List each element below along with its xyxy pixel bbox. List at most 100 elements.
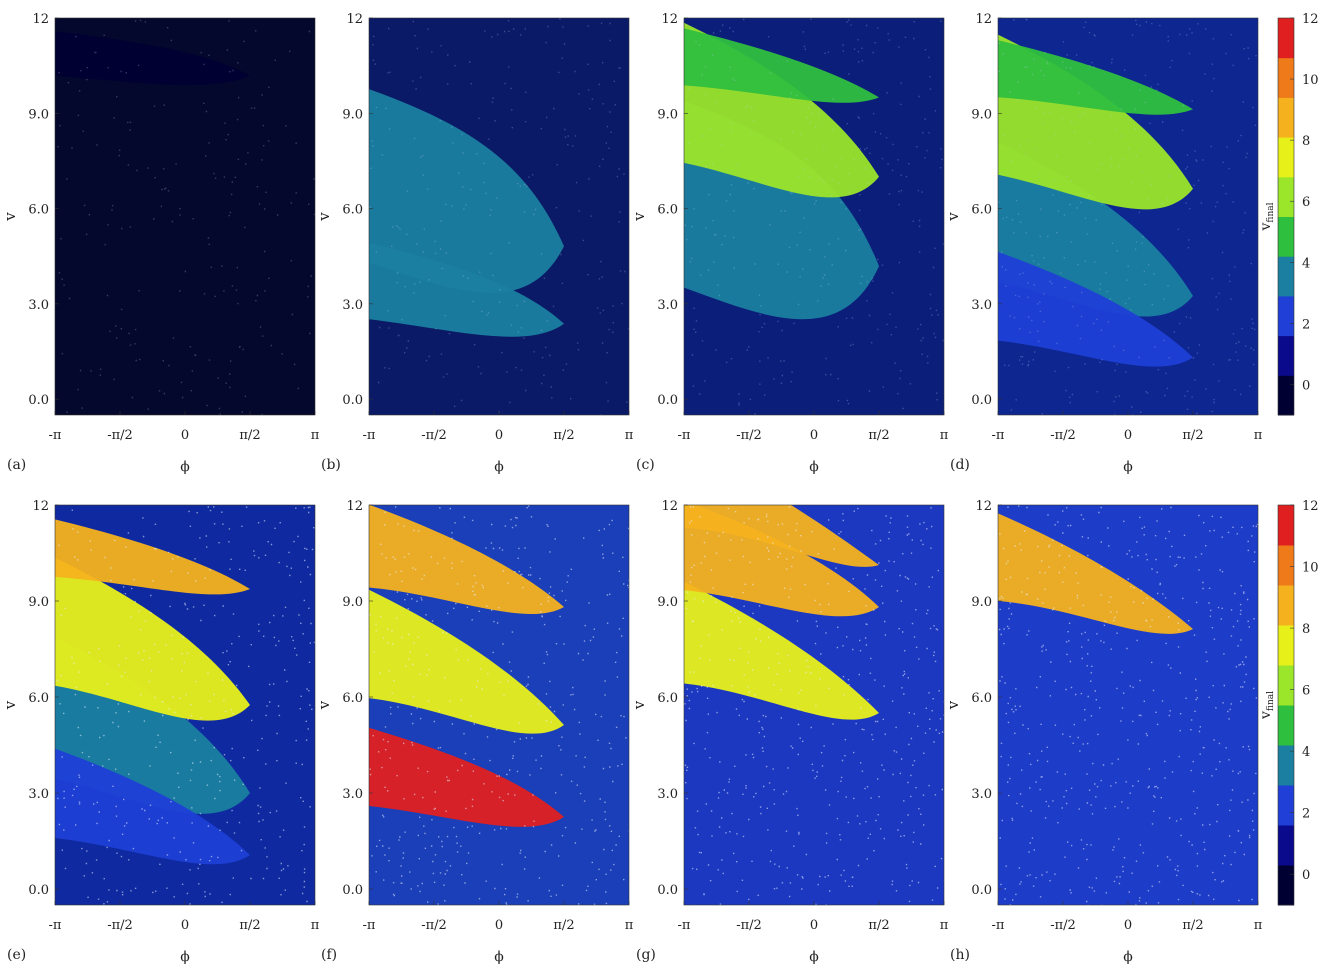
y-axis-label: v — [630, 212, 648, 222]
colorbar-segment — [1278, 665, 1294, 706]
x-axis-label: ϕ — [494, 949, 504, 965]
colorbar-label: vfinal — [1258, 691, 1276, 720]
y-tick-label: 3.0 — [657, 298, 678, 313]
x-tick-label: π — [1254, 918, 1263, 933]
panel-speckle — [998, 18, 1257, 415]
panel-band — [998, 40, 1193, 115]
x-tick-label: π — [940, 918, 949, 933]
x-tick-label: -π — [678, 918, 691, 933]
y-tick-label: 12 — [346, 12, 363, 27]
x-tick-label: -π — [49, 918, 62, 933]
x-tick-label: -π — [363, 918, 376, 933]
panel-label: (f) — [321, 947, 337, 963]
y-axis-label: v — [315, 212, 333, 222]
y-tick-label: 9.0 — [28, 107, 49, 122]
x-tick-label: 0 — [495, 428, 503, 443]
y-tick-label: 9.0 — [342, 107, 363, 122]
x-axis-label: ϕ — [809, 949, 819, 965]
x-tick-label: π/2 — [553, 428, 574, 443]
colorbar-tick-label: 0 — [1302, 378, 1310, 393]
y-tick-label: 9.0 — [971, 595, 992, 610]
colorbar-frame — [1277, 17, 1295, 416]
y-tick-label: 9.0 — [342, 595, 363, 610]
colorbar-label: vfinal — [1258, 202, 1276, 231]
colorbar-tick-label: 6 — [1302, 684, 1310, 699]
x-tick-label: -π/2 — [736, 428, 762, 443]
y-tick-label: 9.0 — [657, 595, 678, 610]
colorbar-tick-label: 6 — [1302, 195, 1310, 210]
colorbar-segment — [1278, 785, 1294, 826]
y-tick-label: 0.0 — [342, 883, 363, 898]
panel-band — [55, 748, 250, 865]
colorbar-frame — [1277, 504, 1295, 906]
y-tick-label: 0.0 — [971, 883, 992, 898]
panel-band — [369, 242, 564, 337]
panel-band — [55, 31, 250, 85]
x-tick-label: 0 — [181, 428, 189, 443]
x-tick-label: π — [311, 918, 320, 933]
y-tick-label: 6.0 — [342, 691, 363, 706]
y-tick-label: 0.0 — [657, 393, 678, 408]
y-tick-label: 3.0 — [28, 787, 49, 802]
x-tick-label: -π — [678, 428, 691, 443]
y-axis-label: v — [315, 700, 333, 710]
x-tick-label: π — [311, 428, 320, 443]
colorbar-segment — [1278, 865, 1294, 906]
y-tick-label: 6.0 — [342, 203, 363, 218]
x-tick-label: -π/2 — [1050, 428, 1076, 443]
x-tick-label: -π — [49, 428, 62, 443]
x-tick-label: π — [1254, 428, 1263, 443]
colorbar-tick-label: 4 — [1302, 745, 1310, 760]
panel-band — [55, 519, 250, 595]
colorbar-tick-label: 8 — [1302, 134, 1310, 149]
colorbar-segment — [1278, 18, 1294, 59]
colorbar-segment — [1278, 97, 1294, 138]
y-tick-label: 0.0 — [342, 393, 363, 408]
y-tick-label: 3.0 — [971, 787, 992, 802]
colorbar-segment — [1278, 545, 1294, 586]
y-tick-label: 12 — [975, 499, 992, 514]
x-tick-label: 0 — [181, 918, 189, 933]
x-tick-label: -π — [992, 918, 1005, 933]
colorbar-segment — [1278, 57, 1294, 98]
panel-1: 0.0 3.0 6.0 9.0 12 -π -π/2 0 π/2 π ϕ v (a) — [1, 12, 320, 475]
x-tick-label: π — [625, 428, 634, 443]
y-tick-label: 0.0 — [28, 393, 49, 408]
y-axis-label: v — [1, 212, 19, 222]
x-tick-label: π/2 — [1182, 918, 1203, 933]
colorbar-tick-label: 4 — [1302, 256, 1310, 271]
y-axis-label: v — [944, 700, 962, 710]
colorbar-segment — [1278, 375, 1294, 416]
x-tick-label: 0 — [495, 918, 503, 933]
panel-6: 0.0 3.0 6.0 9.0 12 -π -π/2 0 π/2 π ϕ v (f) — [315, 499, 634, 965]
y-tick-label: 12 — [32, 499, 49, 514]
y-tick-label: 3.0 — [657, 787, 678, 802]
colorbar-segment — [1278, 137, 1294, 178]
panel-3: 0.0 3.0 6.0 9.0 12 -π -π/2 0 π/2 π ϕ v (c) — [630, 12, 949, 475]
y-tick-label: 9.0 — [657, 107, 678, 122]
colorbar-segment — [1278, 505, 1294, 546]
colorbar-tick-label: 8 — [1302, 622, 1310, 637]
y-tick-label: 9.0 — [971, 107, 992, 122]
x-tick-label: -π/2 — [107, 918, 133, 933]
panel-band — [998, 251, 1193, 367]
colorbar-segment — [1278, 745, 1294, 786]
x-tick-label: -π — [363, 428, 376, 443]
colorbar-segment — [1278, 216, 1294, 257]
y-tick-label: 3.0 — [342, 298, 363, 313]
y-tick-label: 6.0 — [28, 203, 49, 218]
panel-band — [369, 89, 564, 293]
x-tick-label: -π — [992, 428, 1005, 443]
y-tick-label: 12 — [346, 499, 363, 514]
panel-label: (d) — [950, 457, 970, 473]
panel-label: (g) — [636, 947, 656, 963]
colorbar-segment — [1278, 585, 1294, 626]
x-tick-label: -π/2 — [736, 918, 762, 933]
panel-band — [369, 589, 564, 734]
y-tick-label: 3.0 — [971, 298, 992, 313]
panel-label: (c) — [636, 457, 655, 473]
colorbar-tick-label: 12 — [1302, 499, 1319, 514]
x-axis-label: ϕ — [1123, 459, 1133, 475]
y-axis-label: v — [1, 700, 19, 710]
